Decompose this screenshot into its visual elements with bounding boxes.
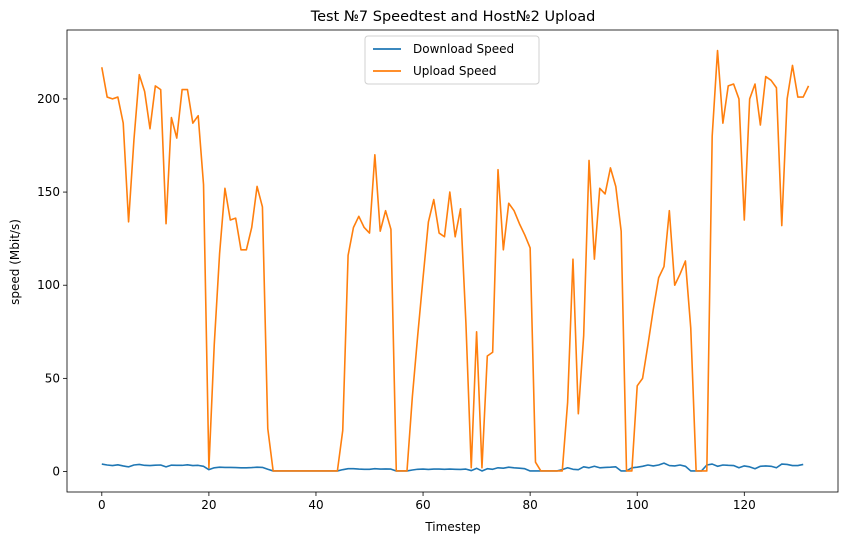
x-tick-label: 60: [415, 498, 430, 512]
x-tick-label: 100: [626, 498, 649, 512]
x-tick-label: 0: [98, 498, 106, 512]
y-tick-label: 50: [45, 371, 60, 385]
plot-area: 0 20 40 60 80 100 120 0 50 100 150 200: [37, 29, 839, 512]
y-tick-label: 200: [37, 92, 60, 106]
chart-title: Test №7 Speedtest and Host№2 Upload: [310, 9, 596, 25]
legend-label-upload-speed: Upload Speed: [413, 64, 496, 78]
x-axis-label: Timestep: [424, 520, 480, 534]
y-tick-label: 0: [52, 465, 60, 479]
plot-frame: [66, 29, 839, 493]
x-tick-label: 20: [201, 498, 216, 512]
y-axis-label: speed (Mbit/s): [8, 219, 22, 305]
y-tick-label: 150: [37, 185, 60, 199]
legend-label-download-speed: Download Speed: [413, 42, 514, 56]
series-line-upload-speed: [101, 49, 810, 472]
legend: Download Speed Upload Speed: [364, 35, 540, 85]
x-tick-label: 120: [733, 498, 756, 512]
y-tick-label: 100: [37, 278, 60, 292]
x-tick-label: 80: [522, 498, 537, 512]
series-line-download-speed: [101, 462, 804, 472]
legend-box: [364, 35, 540, 85]
x-tick-label: 40: [308, 498, 323, 512]
